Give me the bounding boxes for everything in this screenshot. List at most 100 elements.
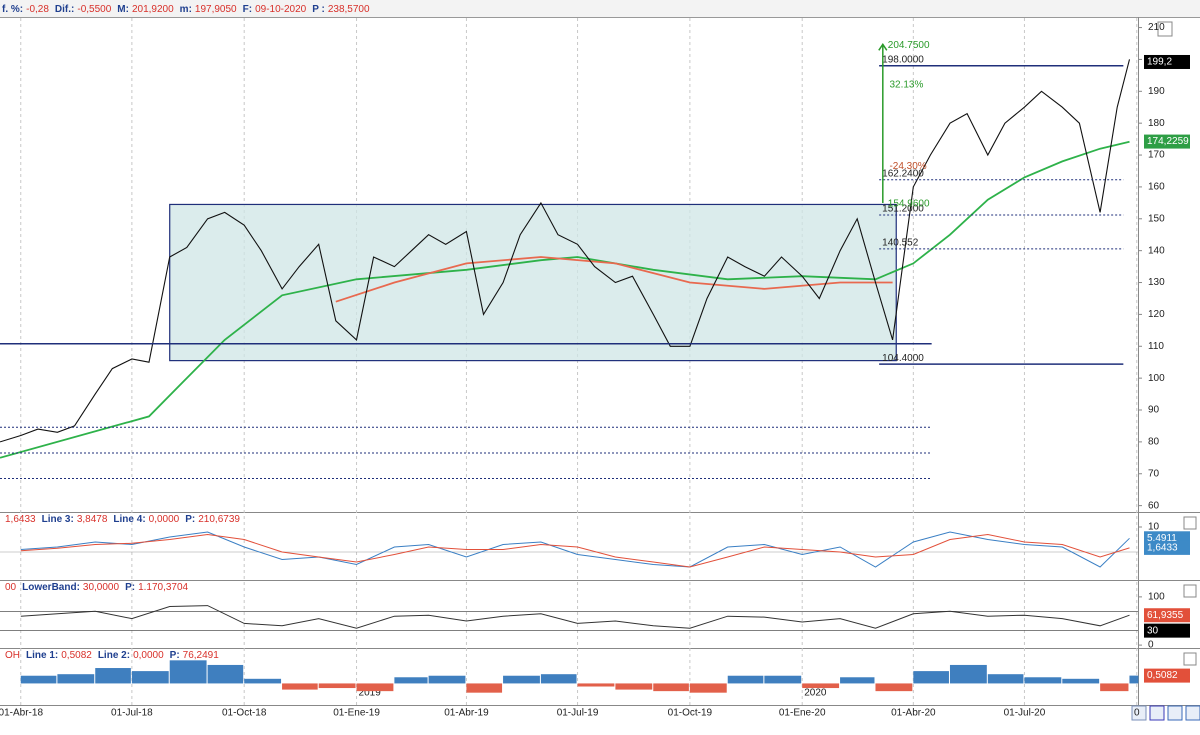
- x-tick-label: 0: [1134, 708, 1140, 719]
- y-tick-label: 140: [1148, 245, 1165, 256]
- measure-label: 154.9600: [888, 199, 930, 210]
- histogram-bar: [913, 671, 949, 684]
- x-tick-label: 01-Jul-20: [1004, 708, 1046, 719]
- print-button[interactable]: [1167, 705, 1183, 721]
- price-tag-label: 1,6433: [1147, 543, 1178, 554]
- y-tick-label: 130: [1148, 277, 1165, 288]
- price-tag-label: 61,9355: [1147, 610, 1184, 621]
- header-label: P:: [170, 650, 180, 661]
- percent-label: -24.30%: [889, 161, 926, 172]
- histogram-bar: [95, 668, 131, 684]
- x-tick-label: 01-Jul-19: [557, 708, 599, 719]
- header-label: Line 1:: [26, 650, 58, 661]
- histogram-bar: [318, 683, 356, 689]
- header-value: 201,9200: [132, 4, 174, 15]
- zoom-button[interactable]: [1131, 705, 1147, 721]
- price-tag-label: 0,5082: [1147, 670, 1178, 681]
- x-tick-label: 01-Abr-19: [444, 708, 489, 719]
- header-label: Line 3:: [42, 514, 74, 525]
- price-tag-label: 174,2259: [1147, 136, 1189, 147]
- histogram-bar: [394, 677, 428, 684]
- y-tick-label: 60: [1148, 500, 1160, 511]
- header-value: 0,5082: [61, 650, 92, 661]
- header-label: Line 4:: [113, 514, 145, 525]
- range-box: [169, 203, 897, 362]
- x-tick-label: 01-Ene-20: [779, 708, 826, 719]
- price-tag: 0,5082: [1144, 668, 1190, 683]
- header-bar: [0, 0, 1200, 17]
- histogram-bar: [356, 683, 394, 692]
- histogram-bar: [466, 683, 503, 693]
- x-tick-label: 01-Oct-18: [222, 708, 267, 719]
- year-label: 2019: [359, 688, 382, 699]
- y-tick-label: 80: [1148, 437, 1160, 448]
- header-label: M:: [117, 4, 129, 15]
- indicator-line: [20, 605, 1130, 629]
- price-tag: 30: [1144, 623, 1190, 638]
- histogram-bar: [57, 674, 95, 684]
- level-label: 198.0000: [882, 54, 924, 65]
- price-tag-box: [1144, 540, 1190, 555]
- histogram-bar: [577, 683, 615, 687]
- price-tag-label: 5,4911: [1147, 533, 1177, 544]
- level-label: 140.552: [882, 238, 919, 249]
- toolbar-button[interactable]: [1157, 21, 1173, 37]
- header-value: -0,28: [26, 4, 49, 15]
- moving-average: [335, 256, 893, 303]
- header-label: Dif.:: [55, 4, 74, 15]
- y-tick-label: 110: [1148, 341, 1164, 352]
- histogram-bar: [1062, 678, 1100, 684]
- histogram-bar: [1100, 683, 1129, 692]
- panel-header: 00 LowerBand: 30,0000 P: 1.170,3704: [5, 582, 189, 593]
- header-label: Line 2:: [98, 650, 130, 661]
- header-value: 197,9050: [195, 4, 237, 15]
- header-label: P:: [125, 582, 135, 593]
- header-value: 0,0000: [133, 650, 164, 661]
- y-tick-label: 170: [1148, 150, 1165, 161]
- panel-header: 1,6433 Line 3: 3,8478 Line 4: 0,0000 P: 210,67…: [5, 514, 240, 525]
- histogram-bar: [987, 674, 1024, 684]
- header-value: -0,5500: [77, 4, 111, 15]
- save-button[interactable]: [1149, 705, 1165, 721]
- histogram-bar: [764, 675, 802, 684]
- price-tag: 199,2: [1144, 54, 1190, 69]
- header-value: 3,8478: [77, 514, 108, 525]
- close-panel-button[interactable]: [1183, 652, 1197, 666]
- histogram-bar: [428, 675, 466, 684]
- price-tag-label: 30: [1147, 625, 1159, 636]
- x-tick-label: 01-Abr-18: [0, 708, 43, 719]
- x-tick-label: 01-Oct-19: [668, 708, 713, 719]
- price-tag-box: [1144, 608, 1190, 623]
- y-tick-label: 150: [1148, 213, 1165, 224]
- y-tick-label: 120: [1148, 309, 1165, 320]
- price-tag-label: 199,2: [1147, 57, 1172, 68]
- header-value: 1,6433: [5, 514, 36, 525]
- y-tick-label: 100: [1148, 373, 1165, 384]
- close-panel-button[interactable]: [1183, 584, 1197, 598]
- moving-average: [0, 140, 1130, 459]
- histogram-bar: [207, 664, 244, 684]
- histogram-bar: [875, 683, 913, 692]
- histogram-bar: [653, 683, 689, 692]
- header-label: F:: [243, 4, 252, 15]
- x-tick-label: 01-Jul-18: [111, 708, 153, 719]
- x-tick-label: 01-Abr-20: [891, 708, 936, 719]
- settings-button[interactable]: [1185, 705, 1200, 721]
- histogram-bar: [540, 674, 577, 684]
- header-label: P :: [312, 4, 325, 15]
- price-tag: 174,2259: [1144, 134, 1190, 149]
- level-label: 104.4000: [882, 353, 924, 364]
- indicator-line: [20, 533, 1130, 568]
- y-tick-label: 190: [1148, 86, 1165, 97]
- histogram-bar: [727, 675, 764, 684]
- histogram-bar: [20, 675, 57, 684]
- header-value: 238,5700: [328, 4, 370, 15]
- header-value: 0,0000: [149, 514, 180, 525]
- histogram-bar: [802, 683, 840, 689]
- histogram-bar: [1129, 675, 1139, 684]
- header-value: 1.170,3704: [138, 582, 188, 593]
- close-panel-button[interactable]: [1183, 516, 1197, 530]
- x-tick-label: 01-Ene-19: [333, 708, 380, 719]
